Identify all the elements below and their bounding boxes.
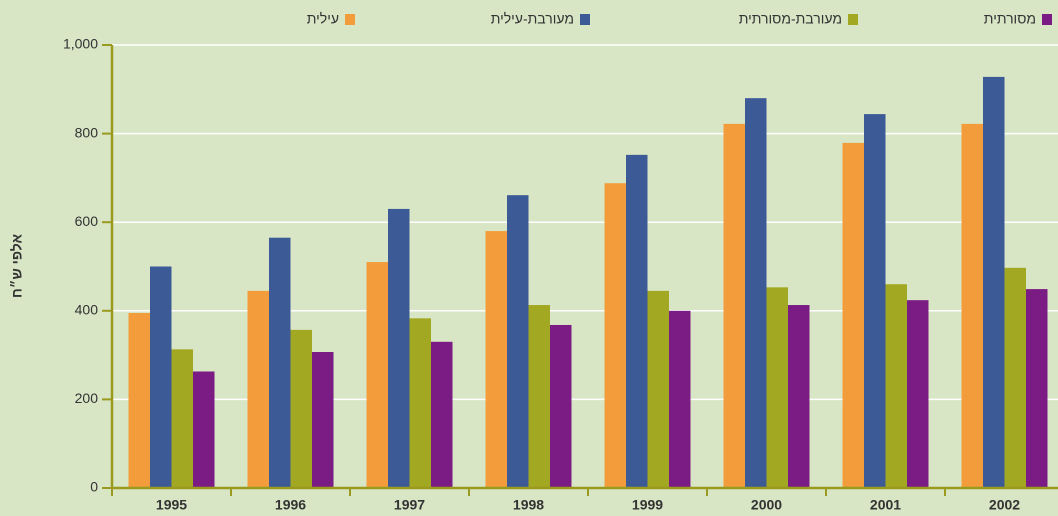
bar: [128, 313, 150, 488]
y-tick-label: 800: [75, 124, 99, 140]
bar: [864, 114, 886, 488]
bar: [431, 341, 453, 488]
x-tick-label: 2002: [989, 497, 1020, 513]
bar: [290, 329, 312, 488]
bar: [366, 262, 388, 488]
bar: [983, 76, 1005, 488]
bar: [269, 237, 291, 488]
bar: [669, 310, 691, 488]
bar: [1026, 289, 1048, 488]
bar: [150, 266, 172, 488]
x-tick-label: 1999: [632, 497, 663, 513]
x-tick-label: 1996: [275, 497, 306, 513]
bar: [1004, 267, 1026, 488]
bar: [745, 98, 767, 488]
bar: [388, 208, 410, 488]
legend-label: מעורבת-עילית: [491, 11, 574, 27]
legend-swatch: [1042, 14, 1052, 25]
bar: [723, 123, 745, 488]
bar: [788, 305, 810, 488]
legend-label: עילית: [307, 11, 339, 27]
x-tick-label: 2001: [870, 497, 901, 513]
legend-label: מעורבת-מסורתית: [739, 11, 842, 27]
bar: [312, 351, 334, 488]
y-tick-label: 200: [75, 390, 99, 406]
bar: [626, 154, 648, 488]
bar: [647, 290, 669, 488]
bar: [247, 290, 269, 488]
y-tick-label: 400: [75, 302, 99, 318]
bar: [842, 142, 864, 488]
bar: [507, 195, 529, 488]
bar: [550, 324, 572, 488]
bar: [193, 371, 215, 488]
x-tick-label: 1997: [394, 497, 425, 513]
legend-swatch: [848, 14, 858, 25]
bar: [885, 284, 907, 488]
bar: [766, 287, 788, 488]
y-axis-title: אלפי ש״ח: [9, 234, 25, 298]
bar: [907, 300, 929, 488]
legend-label: מסורתית: [984, 11, 1036, 27]
legend-swatch: [345, 14, 355, 25]
y-tick-label: 1,000: [63, 36, 98, 52]
x-tick-label: 1995: [156, 497, 187, 513]
bar: [528, 305, 550, 488]
x-tick-label: 1998: [513, 497, 544, 513]
bar: [409, 318, 431, 488]
bar: [604, 183, 626, 488]
y-tick-label: 0: [90, 479, 98, 495]
y-tick-label: 600: [75, 213, 99, 229]
bar: [485, 231, 507, 488]
x-tick-label: 2000: [751, 497, 782, 513]
bar: [171, 349, 193, 488]
legend-swatch: [580, 14, 590, 25]
bar: [961, 123, 983, 488]
